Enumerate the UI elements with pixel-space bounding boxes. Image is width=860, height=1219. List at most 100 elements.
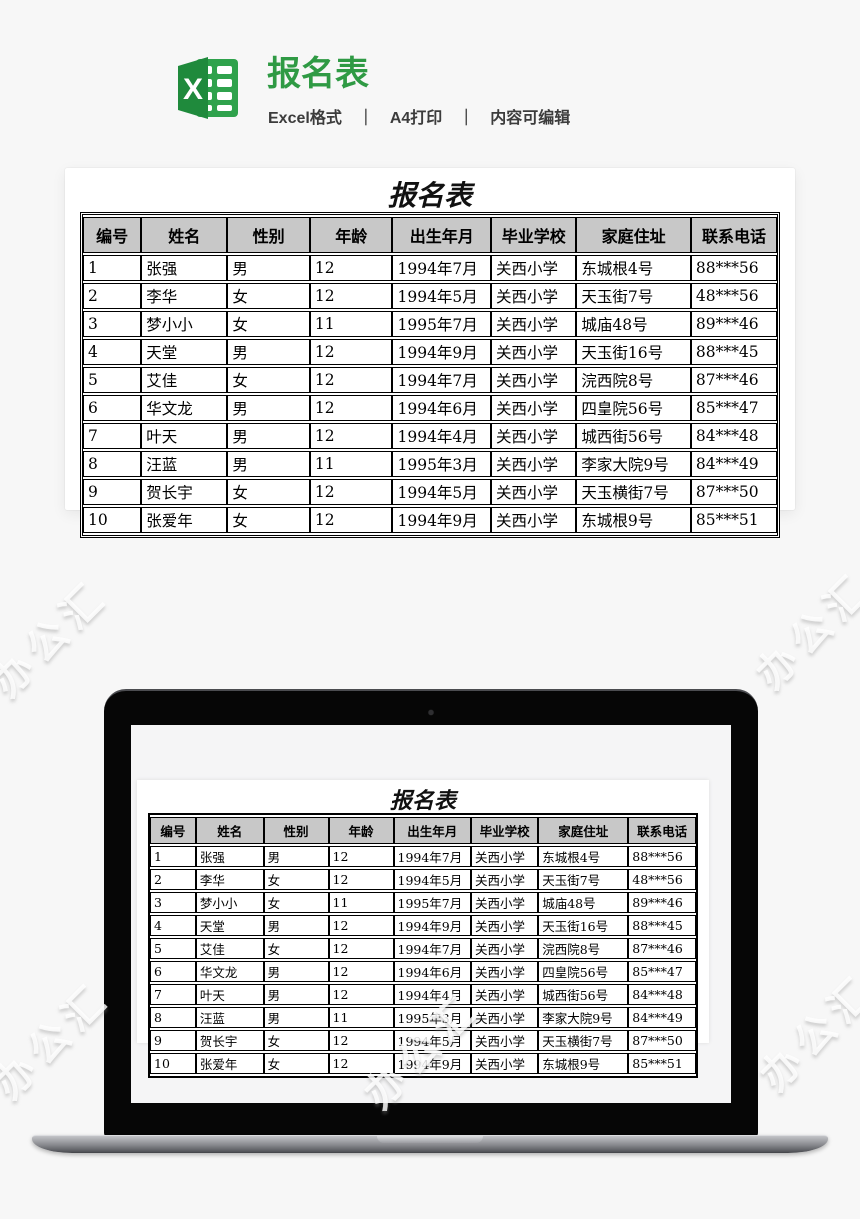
table-cell: 女 bbox=[227, 507, 310, 533]
table-cell: 11 bbox=[309, 311, 393, 337]
table-cell: 1994年9月 bbox=[392, 339, 492, 365]
column-header: 毕业学校 bbox=[471, 817, 539, 844]
sheet-table-wrap-mini: 编号 姓名 性别 年龄 出生年月 毕业学校 家庭住址 联系电话 1 张强男 12 1994年7月 关西… bbox=[148, 813, 698, 1078]
registration-table: 编号 姓名 性别 年龄 出生年月 毕业学校 家庭住址 联系电话 1 张强男 12 1994年7月 关西… bbox=[80, 212, 780, 538]
table-cell: 7 bbox=[83, 423, 142, 449]
table-cell: 1994年6月 bbox=[393, 961, 472, 982]
table-cell: 女 bbox=[263, 1030, 329, 1051]
table-cell: 城庙48号 bbox=[576, 311, 691, 337]
table-header-row: 编号 姓名 性别 年龄 出生年月 毕业学校 家庭住址 联系电话 bbox=[150, 817, 696, 844]
table-cell: 梦小小 bbox=[195, 892, 264, 913]
table-cell: 男 bbox=[227, 451, 310, 477]
table-cell: 1995年3月 bbox=[393, 1007, 472, 1028]
table-row: 3 梦小小女 11 1995年7月 关西小学 城庙48号 89***46 bbox=[83, 311, 777, 337]
column-header: 姓名 bbox=[141, 217, 228, 253]
table-cell: 12 bbox=[328, 961, 394, 982]
table-cell: 男 bbox=[227, 423, 310, 449]
table-cell: 天玉街7号 bbox=[576, 283, 691, 309]
table-cell: 12 bbox=[328, 984, 394, 1005]
column-header: 出生年月 bbox=[392, 217, 492, 253]
table-cell: 女 bbox=[263, 938, 329, 959]
table-cell: 84***48 bbox=[690, 423, 777, 449]
table-cell: 10 bbox=[83, 507, 142, 533]
column-header: 联系电话 bbox=[690, 217, 777, 253]
table-cell: 9 bbox=[150, 1030, 196, 1051]
table-cell: 东城根9号 bbox=[576, 507, 691, 533]
table-row: 1 张强男 12 1994年7月 关西小学 东城根4号 88***56 bbox=[83, 255, 777, 281]
table-cell: 89***46 bbox=[690, 311, 777, 337]
table-cell: 12 bbox=[309, 255, 393, 281]
table-cell: 关西小学 bbox=[471, 938, 539, 959]
table-cell: 关西小学 bbox=[491, 395, 577, 421]
table-cell: 浣西院8号 bbox=[538, 938, 629, 959]
table-cell: 华文龙 bbox=[195, 961, 264, 982]
table-row: 2 李华女 12 1994年5月 关西小学 天玉街7号 48***56 bbox=[83, 283, 777, 309]
table-cell: 华文龙 bbox=[141, 395, 228, 421]
table-cell: 12 bbox=[309, 339, 393, 365]
table-row: 2 李华女 12 1994年5月 关西小学 天玉街7号 48***56 bbox=[150, 869, 696, 890]
table-cell: 关西小学 bbox=[491, 339, 577, 365]
table-cell: 男 bbox=[263, 961, 329, 982]
table-cell: 四皇院56号 bbox=[538, 961, 629, 982]
table-cell: 87***46 bbox=[690, 367, 777, 393]
table-cell: 3 bbox=[83, 311, 142, 337]
table-row: 5 艾佳女 12 1994年7月 关西小学 浣西院8号 87***46 bbox=[83, 367, 777, 393]
table-row: 6 华文龙男 12 1994年6月 关西小学 四皇院56号 85***47 bbox=[83, 395, 777, 421]
table-cell: 贺长宇 bbox=[141, 479, 228, 505]
table-cell: 叶天 bbox=[195, 984, 264, 1005]
table-cell: 汪蓝 bbox=[141, 451, 228, 477]
table-cell: 东城根4号 bbox=[538, 846, 629, 867]
table-row: 8 汪蓝男 11 1995年3月 关西小学 李家大院9号 84***49 bbox=[150, 1007, 696, 1028]
column-header: 家庭住址 bbox=[576, 217, 691, 253]
table-cell: 85***51 bbox=[628, 1053, 696, 1074]
table-cell: 张强 bbox=[195, 846, 264, 867]
table-cell: 四皇院56号 bbox=[576, 395, 691, 421]
table-cell: 12 bbox=[328, 846, 394, 867]
table-row: 6 华文龙男 12 1994年6月 关西小学 四皇院56号 85***47 bbox=[150, 961, 696, 982]
table-cell: 男 bbox=[263, 1007, 329, 1028]
page-subtitle: Excel格式 ｜ A4打印 ｜ 内容可编辑 bbox=[268, 110, 571, 127]
table-cell: 9 bbox=[83, 479, 142, 505]
table-cell: 84***49 bbox=[628, 1007, 696, 1028]
table-cell: 张爱年 bbox=[141, 507, 228, 533]
table-cell: 1994年5月 bbox=[392, 283, 492, 309]
table-cell: 女 bbox=[227, 479, 310, 505]
table-cell: 艾佳 bbox=[141, 367, 228, 393]
table-cell: 88***56 bbox=[690, 255, 777, 281]
table-cell: 87***50 bbox=[690, 479, 777, 505]
table-cell: 关西小学 bbox=[491, 283, 577, 309]
sheet-title: 报名表 bbox=[387, 179, 472, 212]
table-cell: 7 bbox=[150, 984, 196, 1005]
table-row: 5 艾佳女 12 1994年7月 关西小学 浣西院8号 87***46 bbox=[150, 938, 696, 959]
table-cell: 11 bbox=[309, 451, 393, 477]
table-cell: 关西小学 bbox=[471, 961, 539, 982]
laptop-preview-paper: 报名表 编号 姓名 性别 年龄 出生年月 毕业学校 家庭住址 联系电话 1 张强男 12 1994年… bbox=[137, 780, 709, 1078]
table-cell: 张强 bbox=[141, 255, 228, 281]
table-cell: 李家大院9号 bbox=[576, 451, 691, 477]
table-cell: 关西小学 bbox=[471, 1030, 539, 1051]
table-cell: 关西小学 bbox=[471, 984, 539, 1005]
table-cell: 关西小学 bbox=[471, 869, 539, 890]
table-cell: 12 bbox=[309, 283, 393, 309]
table-cell: 关西小学 bbox=[491, 423, 577, 449]
table-cell: 48***56 bbox=[628, 869, 696, 890]
table-cell: 10 bbox=[150, 1053, 196, 1074]
column-header: 家庭住址 bbox=[538, 817, 629, 844]
table-cell: 4 bbox=[83, 339, 142, 365]
table-cell: 男 bbox=[263, 915, 329, 936]
table-cell: 女 bbox=[263, 869, 329, 890]
page-title: 报名表 bbox=[267, 55, 369, 93]
table-cell: 关西小学 bbox=[491, 479, 577, 505]
laptop-base-notch bbox=[377, 1136, 483, 1143]
table-cell: 女 bbox=[263, 892, 329, 913]
table-cell: 88***45 bbox=[628, 915, 696, 936]
table-cell: 12 bbox=[328, 915, 394, 936]
table-cell: 1995年7月 bbox=[392, 311, 492, 337]
column-header: 编号 bbox=[83, 217, 142, 253]
table-cell: 关西小学 bbox=[471, 1007, 539, 1028]
watermark: 办公汇 bbox=[748, 564, 860, 698]
table-cell: 男 bbox=[263, 846, 329, 867]
table-cell: 5 bbox=[83, 367, 142, 393]
table-cell: 城庙48号 bbox=[538, 892, 629, 913]
table-cell: 1994年9月 bbox=[392, 507, 492, 533]
